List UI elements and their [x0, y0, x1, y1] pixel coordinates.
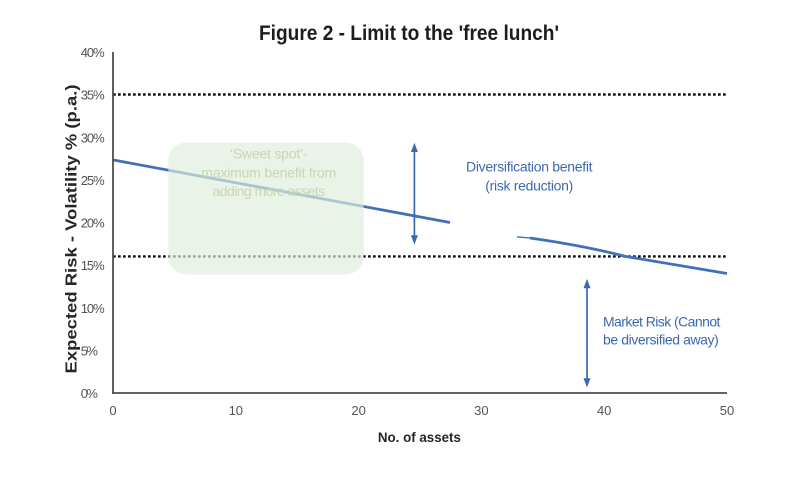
svg-text:20%: 20%	[81, 216, 105, 231]
svg-text:No. of assets: No. of assets	[378, 429, 461, 445]
svg-text:‘Sweet spot’-: ‘Sweet spot’-	[230, 146, 308, 162]
svg-text:(risk reduction): (risk reduction)	[485, 178, 573, 194]
svg-text:Figure 2 - Limit to the 'free: Figure 2 - Limit to the 'free lunch'	[259, 22, 559, 45]
svg-text:adding more assets: adding more assets	[213, 183, 326, 199]
svg-text:Market Risk (Cannot: Market Risk (Cannot	[603, 313, 721, 329]
svg-text:0: 0	[109, 403, 116, 418]
svg-text:25%: 25%	[81, 173, 105, 188]
svg-text:30: 30	[474, 403, 488, 418]
svg-text:20: 20	[351, 403, 365, 418]
svg-text:Expected Risk - Volatility % (: Expected Risk - Volatility % (p.a.)	[64, 85, 81, 374]
svg-text:10%: 10%	[81, 301, 105, 316]
svg-text:50: 50	[720, 403, 734, 418]
svg-text:be diversified away): be diversified away)	[603, 332, 719, 348]
svg-text:5%: 5%	[81, 343, 99, 358]
svg-text:40: 40	[597, 403, 611, 418]
svg-text:maximum benefit from: maximum benefit from	[201, 165, 336, 181]
svg-text:Diversification benefit: Diversification benefit	[466, 159, 593, 175]
svg-text:30%: 30%	[81, 130, 105, 145]
svg-text:10: 10	[229, 403, 243, 418]
svg-text:40%: 40%	[81, 45, 105, 60]
svg-text:15%: 15%	[81, 258, 105, 273]
svg-text:0%: 0%	[81, 386, 99, 401]
svg-text:35%: 35%	[81, 88, 105, 103]
